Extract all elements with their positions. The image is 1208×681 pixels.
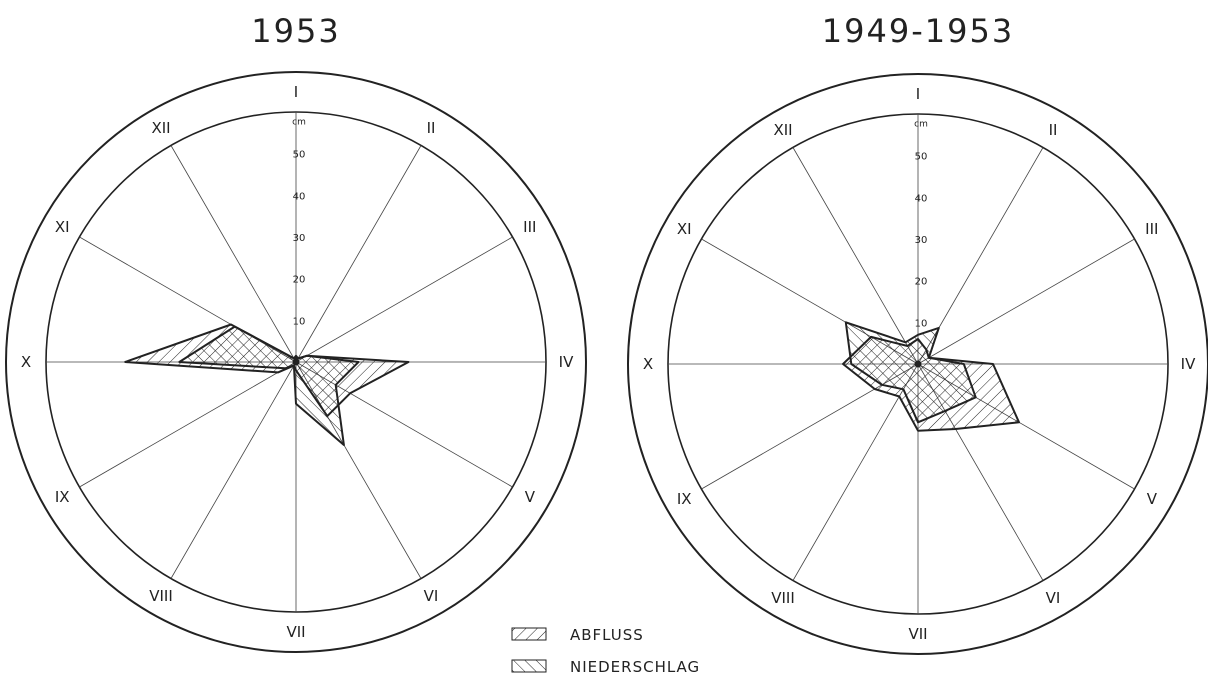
axis-spoke [170,145,297,363]
legend-swatch-niederschlag [511,659,547,673]
axis-spoke [792,363,919,581]
month-label: VIII [149,587,173,605]
legend-item-abfluss: ABFLUSS [511,626,644,644]
month-label: IV [559,353,574,371]
radar-chart-1953: 1953 IIIIIIIVVVIVIIVIIIIXXXIXII102030405… [5,12,587,653]
radial-tick-label: 40 [915,193,928,204]
month-label: IX [55,488,70,506]
outer-ring [5,71,587,653]
radial-tick-label: 20 [915,277,928,288]
radar-chart-1949-1953: 1949-1953 IIIIIIIVVVIVIIVIIIIXXXIXII1020… [627,12,1208,655]
radial-tick-label: 20 [293,275,306,286]
month-label: VII [908,625,927,643]
legend-item-niederschlag: NIEDERSCHLAG [511,658,700,676]
month-label: XI [55,218,70,236]
month-label: III [523,218,536,236]
axis-spoke [170,361,297,579]
month-label: VI [1046,589,1061,607]
axis-spoke [295,236,513,363]
month-label: XI [677,220,692,238]
legend-swatch-abfluss [511,627,547,641]
radial-tick-label: 10 [293,316,306,327]
radial-tick-label: 30 [915,235,928,246]
month-label: X [21,353,31,371]
month-label: II [427,119,436,137]
month-label: XII [151,119,170,137]
month-label: XII [773,121,792,139]
month-label: I [916,85,920,103]
axis-spoke [295,145,422,363]
month-label: VIII [771,589,795,607]
outer-ring [627,73,1208,655]
month-label: I [294,83,298,101]
series-polygon-niederschlag [844,321,977,424]
month-label: III [1145,220,1158,238]
month-label: VII [286,623,305,641]
center-point [914,360,922,368]
series-polygon-niederschlag [178,325,360,446]
month-label: VI [424,587,439,605]
month-label: II [1049,121,1058,139]
radial-tick-label: 40 [293,191,306,202]
chart-title-1953: 1953 [251,12,340,50]
chart-title-1949-1953: 1949-1953 [822,12,1014,50]
radial-tick-label: 30 [293,233,306,244]
center-point [292,358,300,366]
month-label: V [1147,490,1158,508]
radial-tick-label: 50 [915,152,928,163]
radial-unit-label: cm [914,120,928,130]
axis-spoke [917,238,1135,365]
legend: ABFLUSS NIEDERSCHLAG [511,626,700,676]
legend-label-abfluss: ABFLUSS [570,626,644,644]
radial-tick-label: 50 [293,150,306,161]
month-label: IV [1181,355,1196,373]
axis-spoke [792,147,919,365]
axis-spoke [79,361,297,488]
month-label: V [525,488,536,506]
legend-label-niederschlag: NIEDERSCHLAG [570,658,700,676]
month-label: X [643,355,653,373]
radial-tick-label: 10 [915,318,928,329]
radial-unit-label: cm [292,118,306,128]
month-label: IX [677,490,692,508]
